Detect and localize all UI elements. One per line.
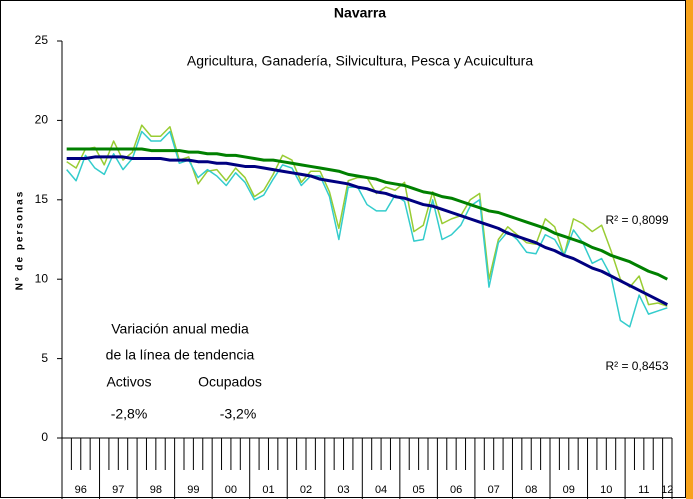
y-tick-label: 20	[35, 113, 49, 127]
x-tick-label: 07	[488, 484, 500, 496]
y-axis-label: Nº de personas	[15, 190, 26, 291]
y-tick-label: 5	[41, 351, 48, 365]
x-tick-label: 11	[638, 484, 649, 496]
annotation: de la línea de tendencia	[106, 347, 255, 363]
x-tick-label: 09	[563, 484, 575, 496]
chart-subtitle: Agricultura, Ganadería, Silvicultura, Pe…	[187, 53, 533, 69]
annotation: Ocupados	[198, 374, 262, 390]
x-tick-label: 12	[661, 484, 673, 496]
annotation: -2,8%	[111, 406, 148, 422]
y-tick-label: 25	[35, 33, 49, 47]
series-line	[66, 155, 668, 306]
x-tick-label: 97	[112, 484, 124, 496]
x-tick-label: 06	[450, 484, 462, 496]
x-tick-label: 96	[75, 484, 87, 496]
annotation: Variación anual media	[111, 321, 249, 337]
x-tick-label: 05	[412, 484, 424, 496]
x-tick-label: 08	[525, 484, 537, 496]
y-tick-label: 10	[35, 271, 49, 285]
x-tick-label: 98	[150, 484, 162, 496]
x-tick-label: 02	[300, 484, 312, 496]
x-tick-label: 00	[225, 484, 237, 496]
x-tick-label: 99	[187, 484, 199, 496]
series-line	[66, 130, 668, 328]
r2-label: R² = 0,8453	[605, 359, 668, 373]
y-tick-label: 0	[41, 430, 48, 444]
x-tick-label: 03	[337, 484, 349, 496]
series-line	[66, 147, 668, 281]
x-tick-label: 01	[262, 484, 274, 496]
x-tick-label: 10	[600, 484, 612, 496]
side-strip	[686, 0, 693, 499]
r2-label: R² = 0,8099	[605, 213, 668, 227]
annotation: -3,2%	[220, 406, 257, 422]
annotation: Activos	[106, 374, 151, 390]
y-tick-label: 15	[35, 192, 49, 206]
chart-title: Navarra	[334, 5, 386, 21]
x-tick-label: 04	[375, 484, 387, 496]
